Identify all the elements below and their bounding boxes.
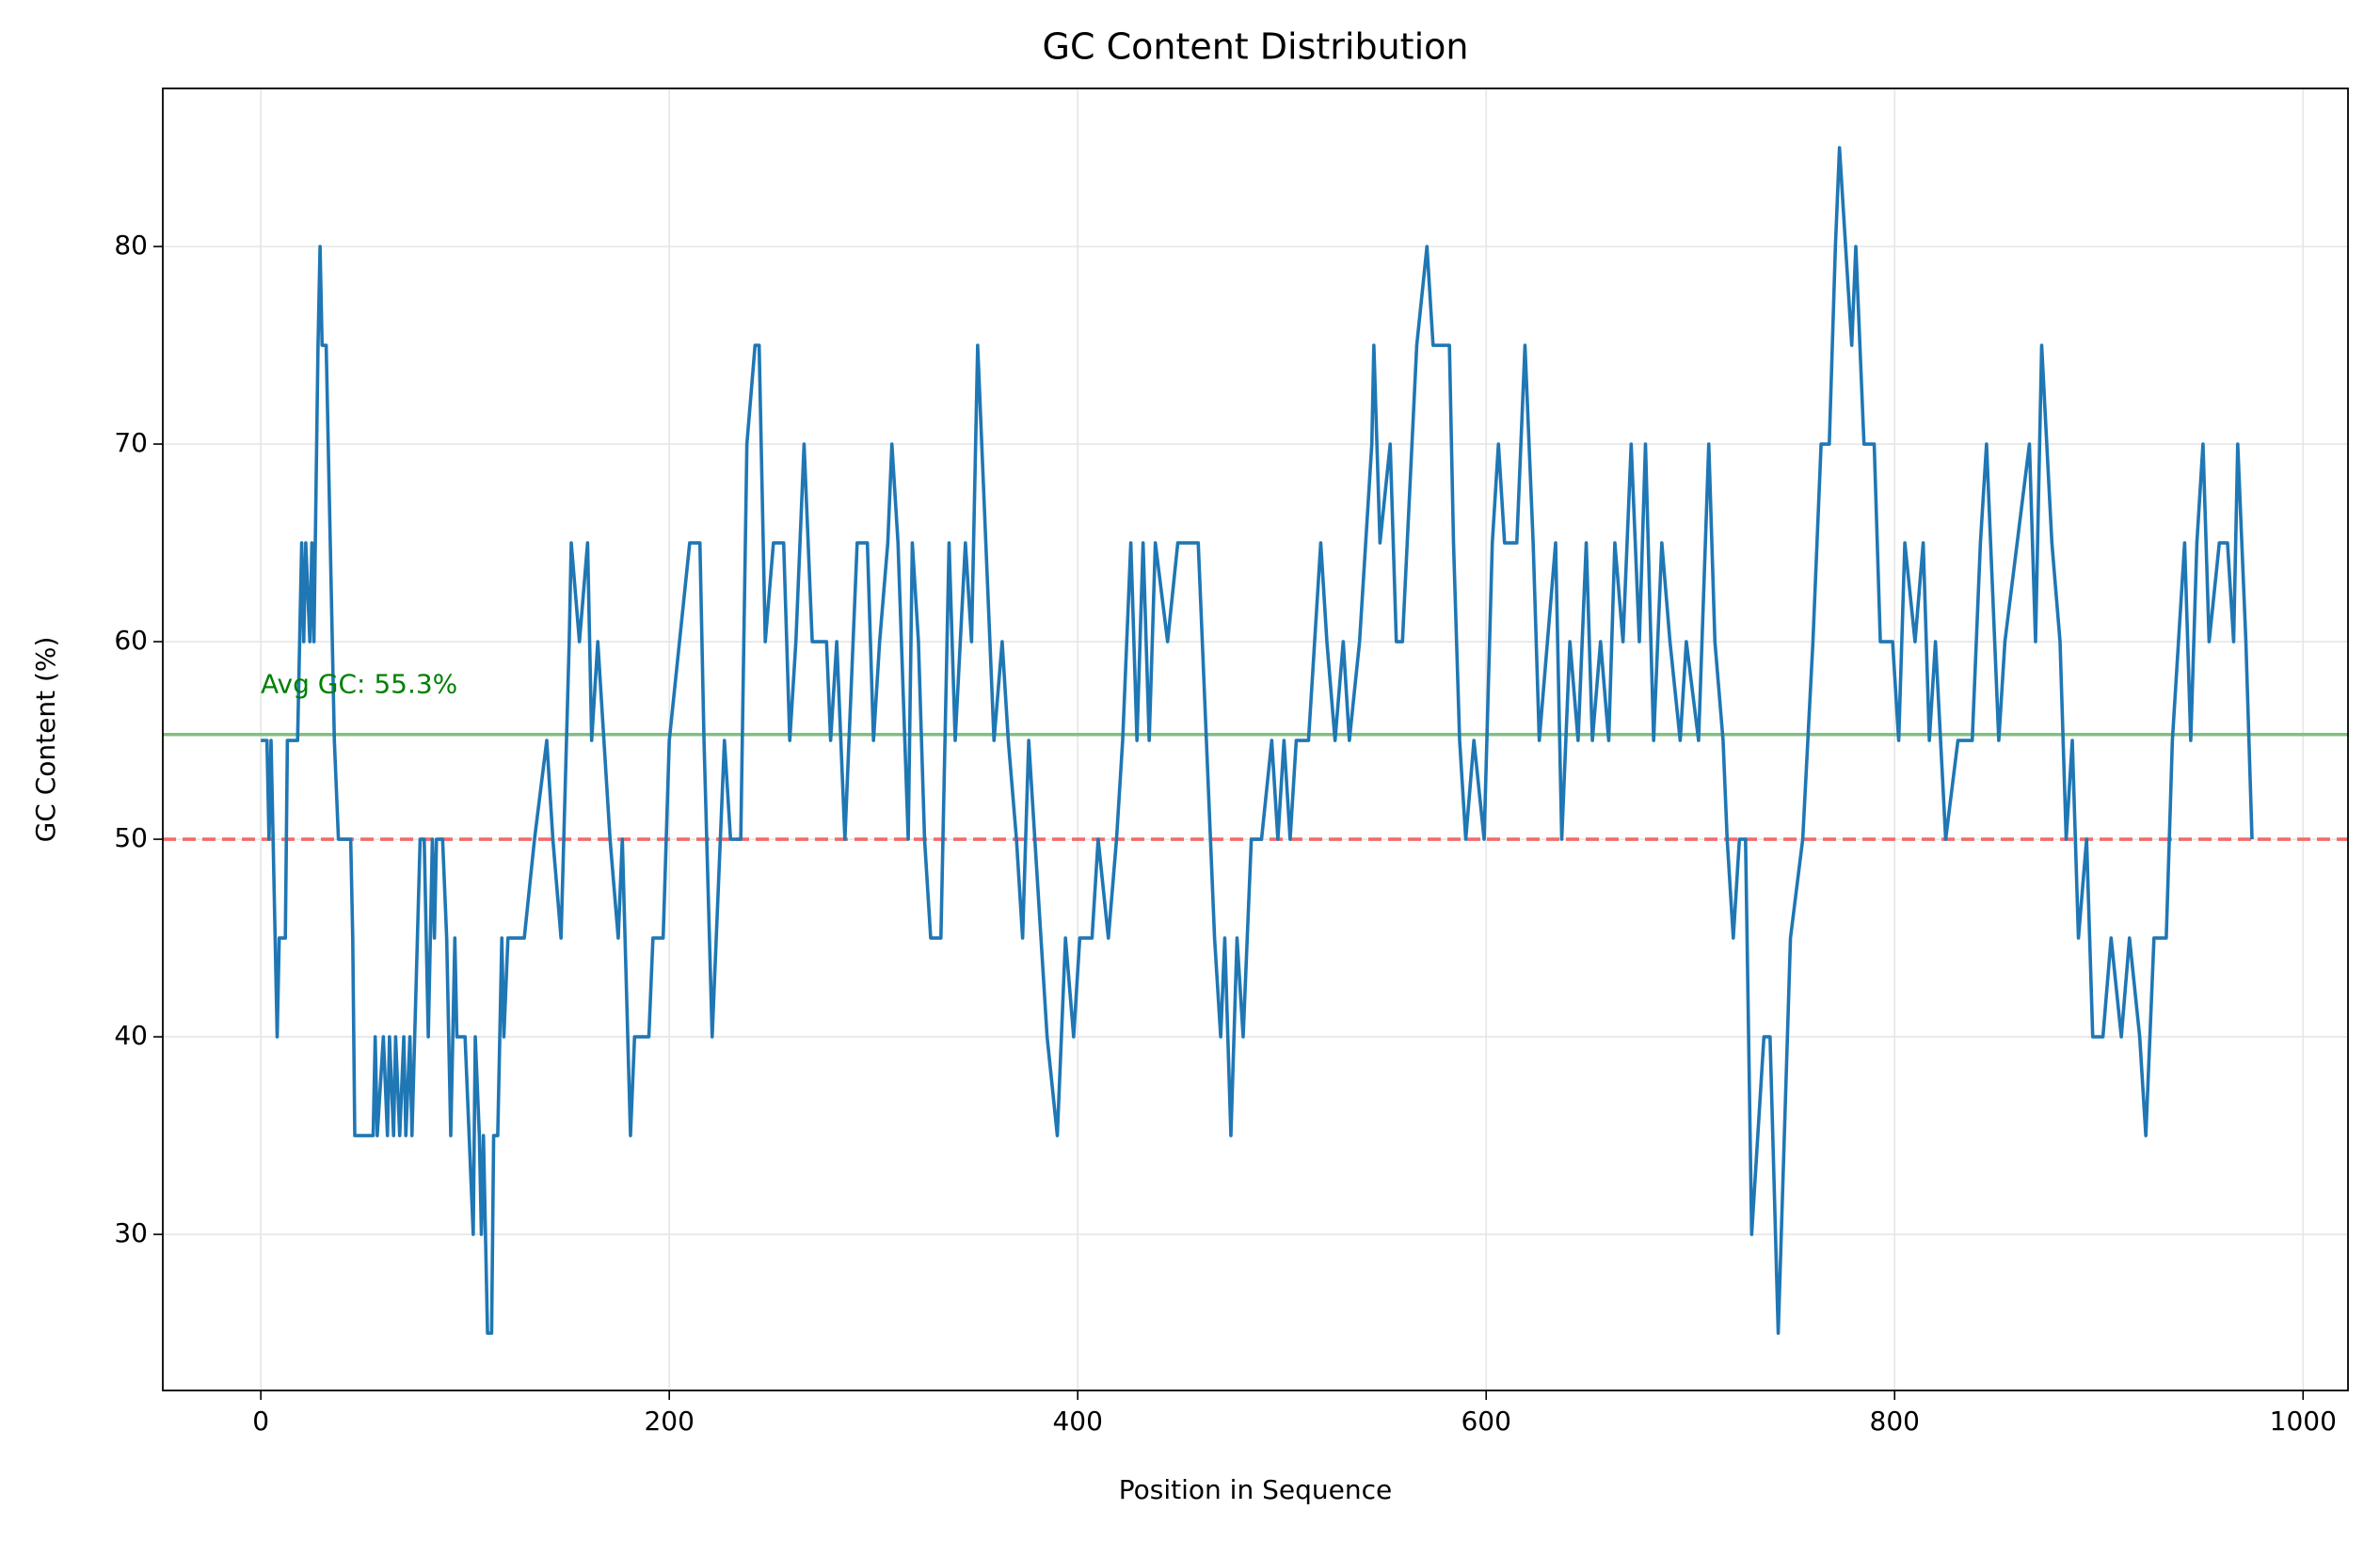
plot-frame: [162, 87, 2349, 1391]
y-tick-label: 30: [114, 1217, 148, 1248]
average-label: Avg GC: 55.3%: [261, 669, 457, 700]
y-tick-label: 60: [114, 625, 148, 656]
chart-title: GC Content Distribution: [1043, 26, 1469, 68]
y-tick-label: 70: [114, 427, 148, 458]
data-line: [261, 146, 2254, 1335]
x-tick-label: 0: [252, 1406, 269, 1437]
x-axis-label: Position in Sequence: [1119, 1474, 1392, 1505]
x-tick-label: 400: [1052, 1406, 1102, 1437]
y-tick-label: 50: [114, 822, 148, 853]
x-tick-label: 600: [1461, 1406, 1510, 1437]
y-tick-label: 80: [114, 230, 148, 261]
x-tick-label: 1000: [2270, 1406, 2337, 1437]
y-axis-label: GC Content (%): [30, 637, 61, 843]
x-tick-label: 800: [1870, 1406, 1920, 1437]
y-tick-label: 40: [114, 1020, 148, 1051]
x-tick-label: 200: [644, 1406, 694, 1437]
